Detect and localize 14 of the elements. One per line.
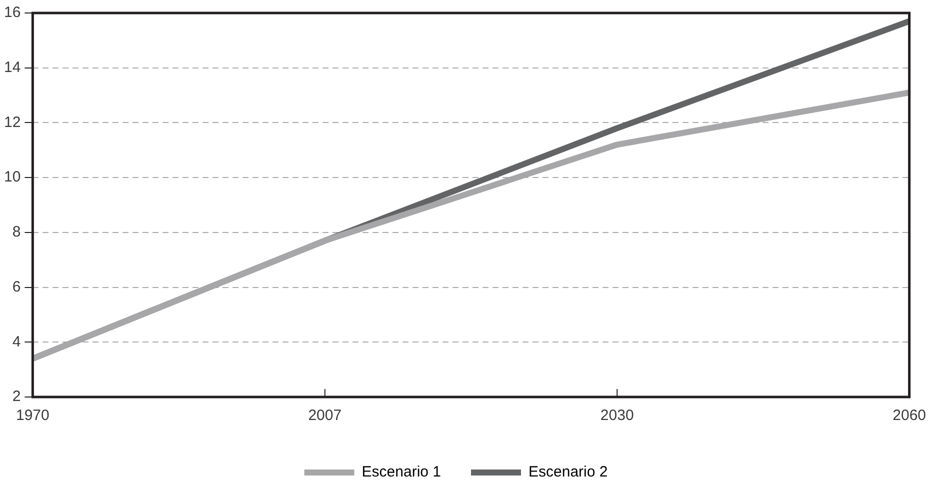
- y-tick-label: 10: [4, 168, 21, 186]
- y-tick-label: 4: [12, 333, 21, 350]
- x-tick-label: 2007: [308, 407, 342, 424]
- y-tick-label: 16: [4, 4, 21, 22]
- legend-label: Escenario 1: [362, 464, 442, 481]
- y-tick-label: 6: [12, 278, 21, 296]
- x-tick-label: 2060: [892, 407, 926, 424]
- y-tick-label: 8: [12, 224, 21, 241]
- y-tick-label: 2: [12, 388, 21, 406]
- y-tick-label: 12: [4, 114, 21, 131]
- x-tick-label: 2030: [600, 407, 634, 424]
- x-tick-label: 1970: [16, 407, 50, 424]
- legend-label: Escenario 2: [528, 464, 608, 481]
- y-tick-label: 14: [4, 59, 21, 76]
